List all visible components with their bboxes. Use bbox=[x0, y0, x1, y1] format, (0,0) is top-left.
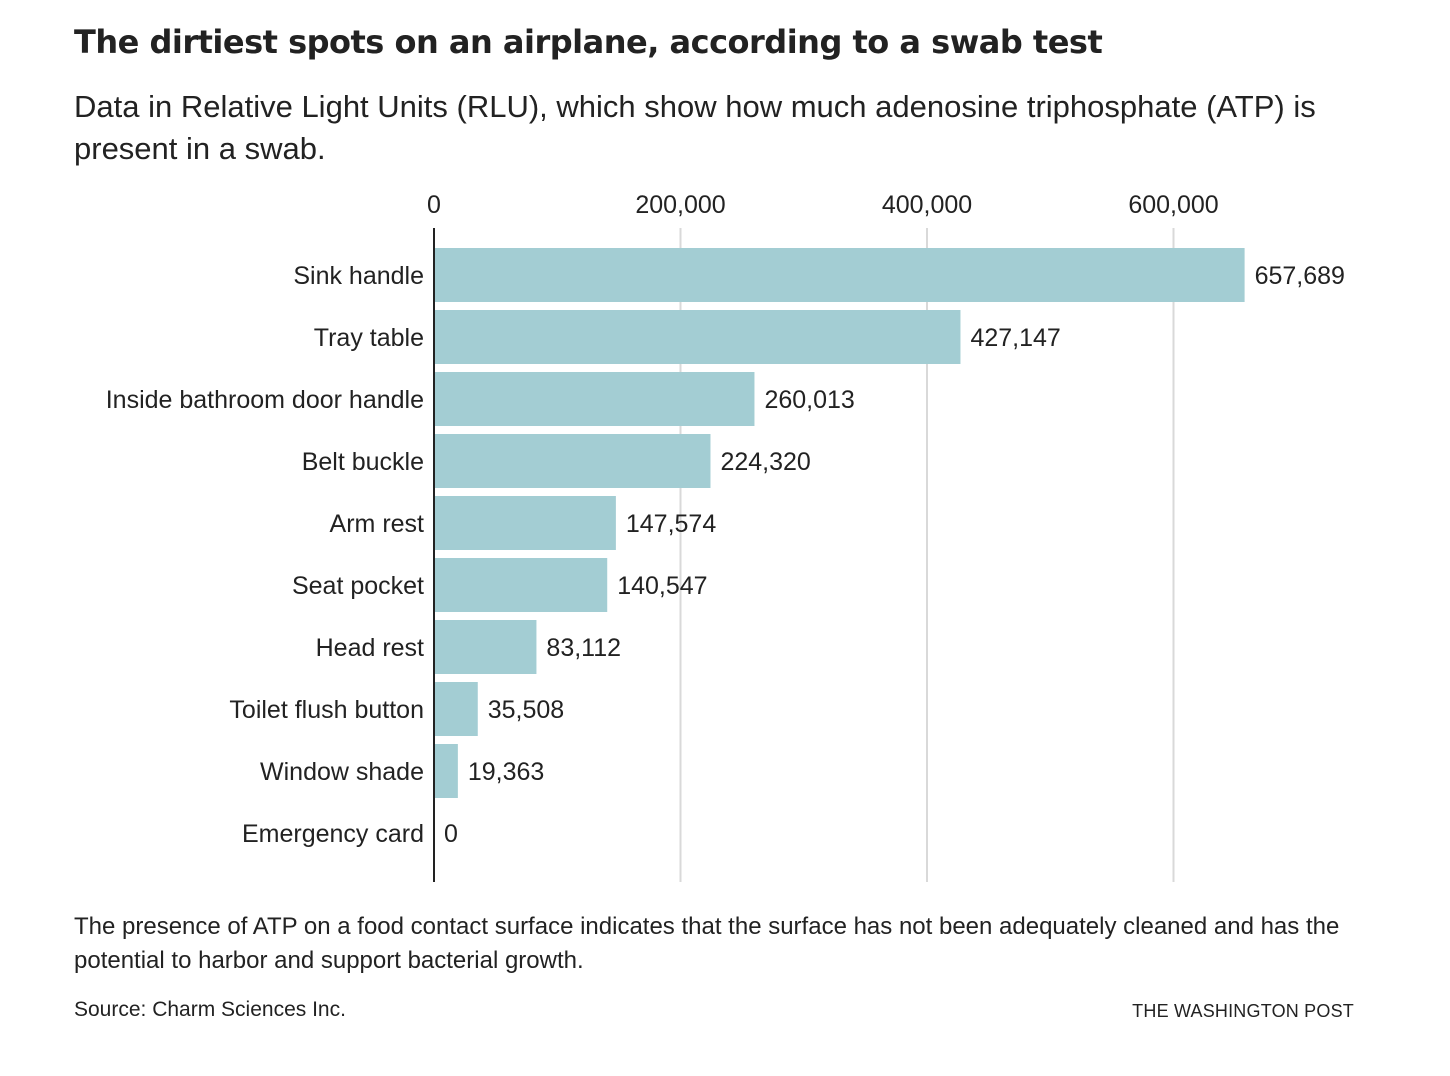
value-label: 19,363 bbox=[468, 758, 544, 786]
footnote: The presence of ATP on a food contact su… bbox=[74, 913, 1340, 974]
x-tick-label: 600,000 bbox=[1128, 191, 1218, 219]
source-credit: Source: Charm Sciences Inc. bbox=[74, 998, 346, 1021]
bar bbox=[434, 682, 478, 736]
category-label: Arm rest bbox=[330, 510, 425, 538]
bar bbox=[434, 248, 1245, 302]
value-label: 657,689 bbox=[1255, 262, 1345, 290]
x-tick-label: 0 bbox=[427, 191, 441, 219]
value-label: 147,574 bbox=[626, 510, 716, 538]
value-label: 260,013 bbox=[764, 386, 854, 414]
value-label: 83,112 bbox=[546, 634, 621, 662]
chart-title: The dirtiest spots on an airplane, accor… bbox=[74, 23, 1103, 61]
bar bbox=[434, 372, 755, 426]
x-tick-label: 400,000 bbox=[882, 191, 972, 219]
category-label: Inside bathroom door handle bbox=[106, 386, 424, 414]
category-label: Sink handle bbox=[293, 262, 424, 290]
bar bbox=[434, 434, 711, 488]
category-label: Window shade bbox=[260, 758, 424, 786]
bar bbox=[434, 558, 608, 612]
bar bbox=[434, 744, 458, 798]
publisher-credit: THE WASHINGTON POST bbox=[1132, 1001, 1354, 1021]
category-label: Emergency card bbox=[242, 820, 424, 848]
category-label: Belt buckle bbox=[302, 448, 424, 476]
value-label: 35,508 bbox=[488, 696, 564, 724]
value-label: 140,547 bbox=[617, 572, 707, 600]
x-tick-label: 200,000 bbox=[635, 191, 725, 219]
bar bbox=[434, 496, 616, 550]
bar bbox=[434, 310, 961, 364]
chart-subtitle: Data in Relative Light Units (RLU), whic… bbox=[74, 89, 1316, 166]
bar-chart: 0 200,000 400,000 600,000 Sink handle 657,689… bbox=[106, 191, 1345, 882]
bar bbox=[434, 620, 537, 674]
category-label: Head rest bbox=[316, 634, 424, 662]
value-label: 224,320 bbox=[720, 448, 810, 476]
value-label: 0 bbox=[444, 820, 458, 848]
category-label: Seat pocket bbox=[292, 572, 424, 600]
category-label: Toilet flush button bbox=[229, 696, 424, 724]
category-label: Tray table bbox=[314, 324, 424, 352]
value-label: 427,147 bbox=[970, 324, 1060, 352]
